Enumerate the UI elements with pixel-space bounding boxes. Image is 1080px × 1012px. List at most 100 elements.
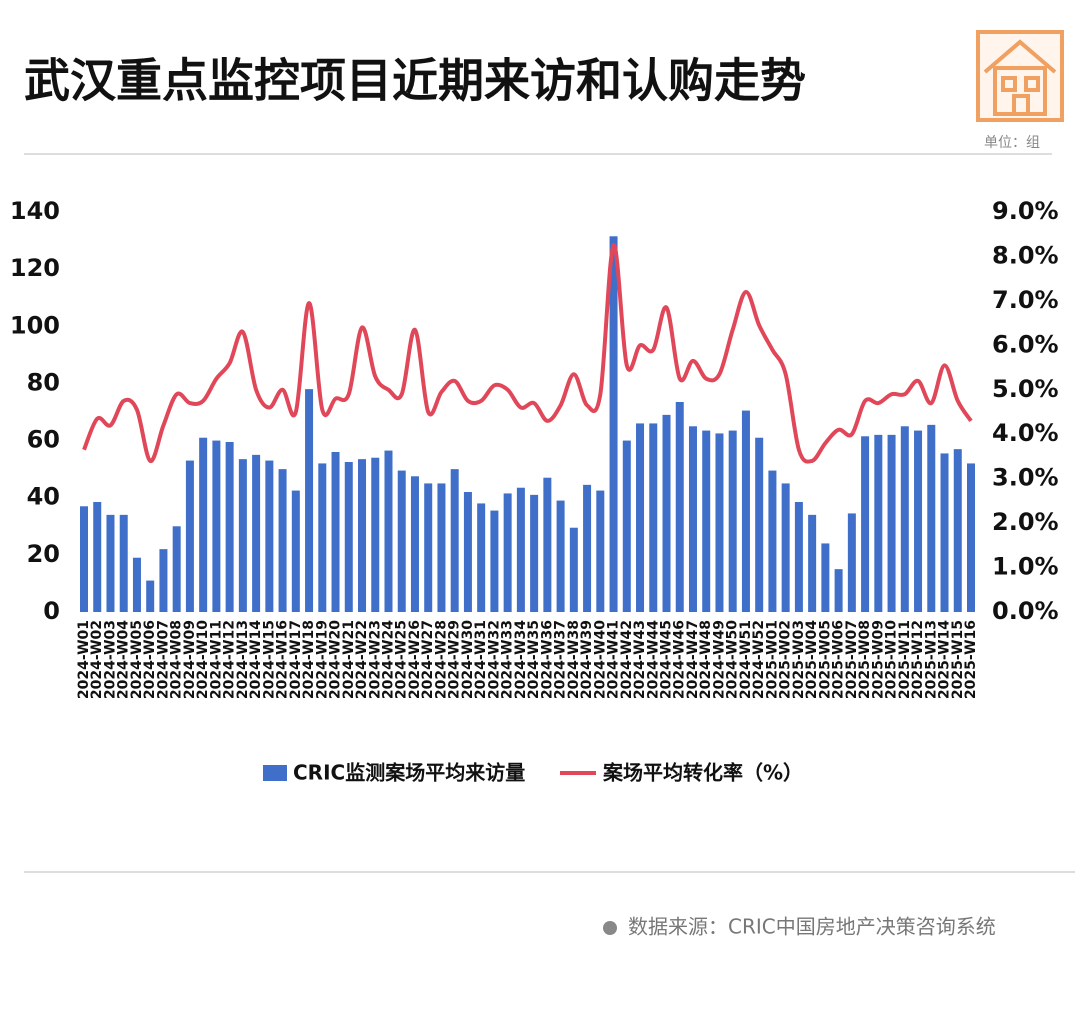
x-tick-label: 2025-W15 — [950, 620, 966, 699]
x-tick-label: 2024-W39 — [579, 620, 595, 699]
bar — [146, 580, 155, 612]
x-tick-label: 2024-W31 — [473, 620, 489, 699]
x-tick-label: 2024-W33 — [500, 620, 516, 699]
bar — [715, 433, 724, 612]
bar — [781, 483, 790, 612]
x-tick-label: 2024-W25 — [394, 620, 410, 699]
bar — [503, 493, 512, 612]
x-tick-label: 2024-W46 — [672, 620, 688, 699]
bar — [821, 543, 830, 612]
y2-tick-label: 0.0% — [992, 597, 1059, 625]
x-tick-label: 2024-W52 — [751, 620, 767, 699]
x-tick-label: 2025-W06 — [831, 620, 847, 699]
y-tick-label: 140 — [10, 197, 60, 225]
bar — [212, 440, 221, 612]
bar — [185, 460, 194, 612]
y-tick-label: 20 — [27, 540, 60, 568]
x-tick-label: 2024-W35 — [526, 620, 542, 699]
y-tick-label: 40 — [27, 483, 60, 511]
bar — [119, 514, 128, 612]
x-tick-label: 2024-W34 — [513, 620, 529, 699]
x-tick-label: 2024-W37 — [553, 620, 569, 699]
x-tick-label: 2025-W09 — [870, 620, 886, 699]
bar — [636, 423, 645, 612]
y-tick-label: 0 — [43, 597, 60, 625]
x-tick-label: 2024-W24 — [380, 620, 396, 699]
x-tick-label: 2024-W17 — [288, 620, 304, 699]
bar — [132, 557, 141, 612]
y-tick-label: 120 — [10, 254, 60, 282]
bar — [225, 442, 234, 612]
x-tick-label: 2024-W14 — [248, 620, 264, 699]
x-tick-label: 2024-W09 — [182, 620, 198, 699]
y2-tick-label: 5.0% — [992, 375, 1059, 403]
x-tick-label: 2024-W19 — [314, 620, 330, 699]
bar — [768, 470, 777, 612]
y-tick-label: 60 — [27, 426, 60, 454]
bar — [331, 452, 340, 612]
x-tick-label: 2024-W43 — [632, 620, 648, 699]
bar — [940, 453, 949, 612]
x-tick-label: 2024-W50 — [725, 620, 741, 699]
x-tick-label: 2024-W47 — [685, 620, 701, 699]
bar — [755, 437, 764, 612]
bar — [477, 503, 486, 612]
y2-tick-label: 9.0% — [992, 197, 1059, 225]
x-tick-label: 2025-W03 — [791, 620, 807, 699]
x-tick-label: 2024-W11 — [208, 620, 224, 699]
unit-label: 单位：组 — [984, 135, 1040, 151]
x-tick-label: 2024-W29 — [447, 620, 463, 699]
bar — [967, 463, 975, 612]
bar — [847, 513, 856, 612]
y-tick-label: 80 — [27, 368, 60, 396]
y2-tick-label: 7.0% — [992, 286, 1059, 314]
x-tick-label: 2025-W01 — [764, 620, 780, 699]
legend-label: 案场平均转化率（%） — [602, 761, 803, 785]
bar — [490, 510, 499, 612]
bar — [410, 476, 419, 612]
bar — [927, 424, 936, 612]
bar — [344, 462, 353, 612]
x-tick-label: 2024-W13 — [235, 620, 251, 699]
x-tick-label: 2024-W15 — [261, 620, 277, 699]
bar — [543, 477, 552, 612]
bar — [556, 500, 565, 612]
x-tick-label: 2024-W45 — [659, 620, 675, 699]
x-tick-label: 2024-W36 — [539, 620, 555, 699]
x-tick-label: 2024-W28 — [433, 620, 449, 699]
bar — [609, 236, 618, 613]
bar — [953, 449, 962, 612]
bar — [900, 426, 909, 612]
x-tick-label: 2025-W07 — [844, 620, 860, 699]
x-tick-label: 2024-W27 — [420, 620, 436, 699]
bar — [516, 487, 525, 612]
legend-label: CRIC监测案场平均来访量 — [293, 761, 525, 785]
bar — [463, 492, 472, 612]
bar — [874, 434, 883, 612]
bar — [808, 514, 817, 612]
bar — [437, 483, 446, 612]
x-tick-label: 2024-W05 — [129, 620, 145, 699]
bar — [252, 454, 261, 612]
y-tick-label: 100 — [10, 311, 60, 339]
bar — [384, 450, 393, 612]
x-tick-label: 2024-W20 — [328, 620, 344, 699]
bar — [622, 440, 631, 612]
bar — [887, 434, 896, 612]
x-tick-label: 2025-W08 — [857, 620, 873, 699]
bar — [834, 569, 843, 612]
x-tick-label: 2024-W41 — [606, 620, 622, 699]
x-tick-label: 2024-W40 — [592, 620, 608, 699]
x-tick-label: 2024-W18 — [301, 620, 317, 699]
x-tick-label: 2025-W14 — [937, 620, 953, 699]
x-tick-label: 2024-W16 — [275, 620, 291, 699]
bar — [291, 490, 300, 612]
x-tick-label: 2025-W05 — [817, 620, 833, 699]
x-tick-label: 2024-W49 — [711, 620, 727, 699]
x-tick-label: 2024-W23 — [367, 620, 383, 699]
chart-title: 武汉重点监控项目近期来访和认购走势 — [24, 54, 806, 108]
y2-tick-label: 8.0% — [992, 241, 1059, 269]
house-icon — [976, 30, 1064, 122]
source: 数据来源：CRIC中国房地产决策咨询系统 — [628, 915, 996, 939]
